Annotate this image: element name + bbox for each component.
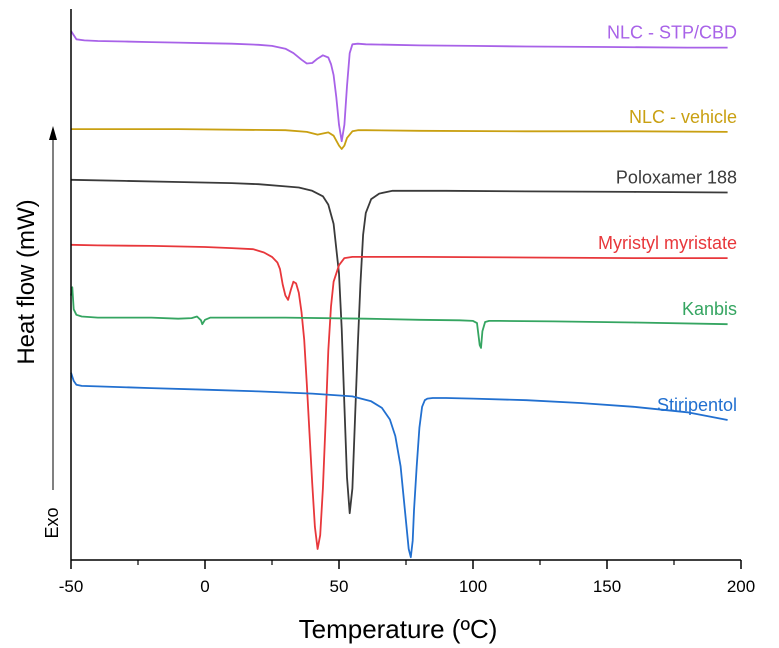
series-label-poloxamer-188: Poloxamer 188 (616, 167, 737, 187)
series-labels: NLC - STP/CBD NLC - vehicle Poloxamer 188 M… (598, 23, 737, 415)
x-ticks (70, 560, 742, 569)
exo-arrow-head (49, 126, 57, 140)
x-tick-label: -50 (59, 577, 84, 596)
x-tick-label: 150 (593, 577, 621, 596)
series-line-stiripentol (70, 372, 728, 559)
series-line-kanbis (70, 286, 728, 349)
series-line-nlc-stp-cbd (70, 30, 728, 143)
x-tick-label: 0 (200, 577, 209, 596)
x-tick-labels: -50 0 50 100 150 200 (59, 577, 755, 596)
series-label-kanbis: Kanbis (682, 299, 737, 319)
x-tick-label: 50 (330, 577, 349, 596)
series-line-nlc-vehicle (71, 128, 728, 150)
series-label-nlc-stp-cbd: NLC - STP/CBD (607, 23, 737, 43)
series-line-myristyl-myristate (70, 243, 728, 550)
series-label-stiripentol: Stiripentol (657, 395, 737, 415)
exo-label: Exo (42, 507, 62, 538)
series-label-nlc-vehicle: NLC - vehicle (629, 107, 737, 127)
x-tick-label: 100 (459, 577, 487, 596)
series-line-poloxamer-188 (70, 178, 728, 515)
y-axis-title: Heat flow (mW) (13, 199, 40, 364)
plot-lines (70, 30, 728, 559)
x-tick-label: 200 (727, 577, 755, 596)
x-axis-title: Temperature (ºC) (299, 614, 498, 644)
series-label-myristyl-myristate: Myristyl myristate (598, 233, 737, 253)
